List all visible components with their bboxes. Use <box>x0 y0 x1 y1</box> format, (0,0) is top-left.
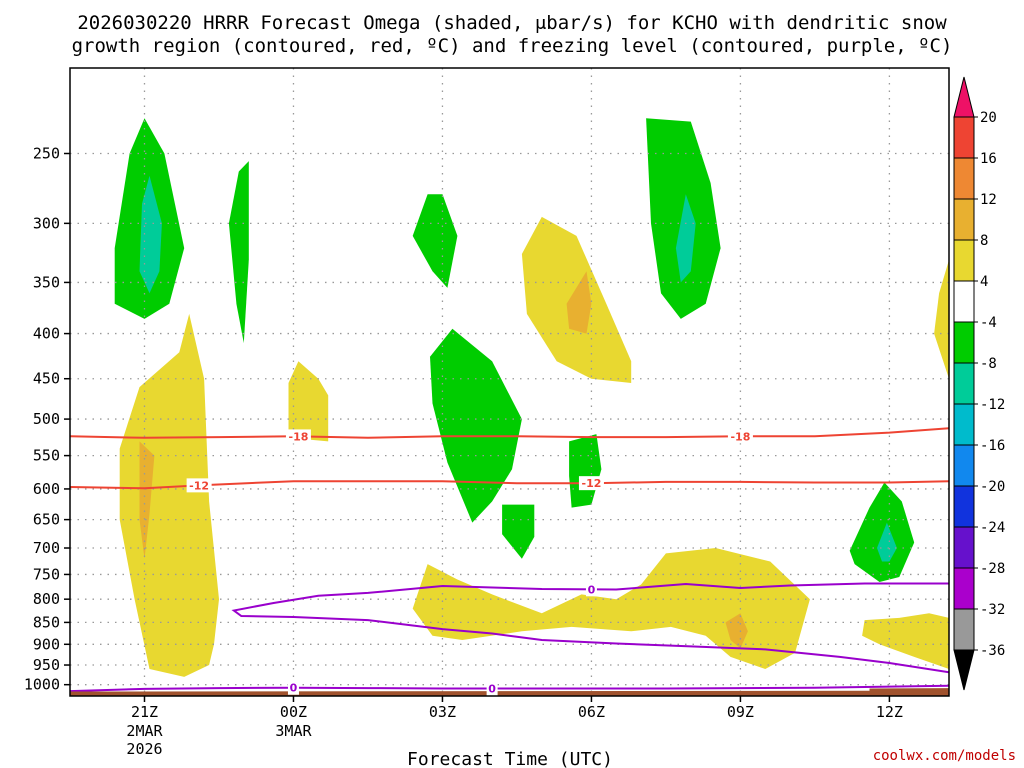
omega-region-yellow-11 <box>119 313 219 677</box>
colorbar-swatch <box>953 485 975 528</box>
y-tick-label: 1000 <box>24 676 60 694</box>
colorbar-swatch <box>953 280 975 323</box>
plot-frame <box>69 67 950 697</box>
colorbar-swatch <box>953 567 975 610</box>
contour-label: -12 <box>582 477 602 490</box>
x-axis-label: Forecast Time (UTC) <box>407 749 613 768</box>
omega-region-teal-5 <box>675 194 696 283</box>
colorbar-tick-label: -32 <box>980 602 1005 618</box>
y-tick-label: 700 <box>33 539 60 557</box>
y-tick-label: 250 <box>33 144 60 162</box>
contour-labels: -18 -18 -12 -12 0 0 0 <box>186 429 753 696</box>
omega-region-orange-15 <box>566 271 592 334</box>
credit-text: coolwx.com/models <box>873 748 1016 764</box>
colorbar: 20 16 12 8 4 -4 -8 -12 -16 -20 -24 -28 -32 -36 <box>953 76 1005 691</box>
colorbar-tick-label: -36 <box>980 643 1005 659</box>
colorbar-tick-label: 20 <box>980 110 997 126</box>
y-tick-label: 600 <box>33 480 60 498</box>
colorbar-tick-label: -20 <box>980 479 1005 495</box>
colorbar-swatch <box>953 157 975 200</box>
contour-label-bg <box>578 476 604 491</box>
omega-region-green-8 <box>502 504 535 559</box>
colorbar-min-arrow <box>953 649 975 691</box>
colorbar-tick-label: 4 <box>980 274 988 290</box>
omega-shading <box>114 118 949 677</box>
colorbar-swatch <box>953 362 975 405</box>
omega-region-green-6 <box>430 328 522 523</box>
colorbar-tick-label: -24 <box>980 520 1005 536</box>
contour--18 <box>70 427 949 439</box>
colorbar-max-arrow <box>953 76 975 118</box>
colorbar-swatch <box>953 526 975 569</box>
contour-label: 0 <box>488 682 496 695</box>
y-tick-label: 900 <box>33 635 60 653</box>
y-tick-label: 850 <box>33 613 60 631</box>
colorbar-swatch <box>953 198 975 241</box>
colorbar-swatch <box>953 608 975 651</box>
colorbar-tick-label: -16 <box>980 438 1005 454</box>
x-tick-label: 2026 <box>126 740 162 758</box>
y-tick-label: 650 <box>33 511 60 529</box>
colorbar-tick-label: -12 <box>980 397 1005 413</box>
x-tick-label: 00Z <box>280 703 307 721</box>
omega-region-green-7 <box>569 434 602 508</box>
y-tick-label: 550 <box>33 447 60 465</box>
colorbar-tick-label: 8 <box>980 233 988 249</box>
contour-label-bg <box>585 582 597 597</box>
contour-label: 0 <box>588 583 596 596</box>
colorbar-tick-label: -28 <box>980 561 1005 577</box>
contour-label-bg <box>486 681 498 696</box>
omega-region-green-9 <box>849 482 915 582</box>
contour-0-lower <box>70 684 949 693</box>
contour-label: 0 <box>290 682 298 695</box>
contour-label-bg <box>285 429 311 444</box>
y-tick-label: 800 <box>33 590 60 608</box>
chart-title-line-1: 2026030220 HRRR Forecast Omega (shaded, … <box>77 12 947 34</box>
colorbar-swatch <box>953 321 975 364</box>
colorbar-tick-label: 12 <box>980 192 997 208</box>
colorbar-swatch <box>953 116 975 159</box>
contour-label: -18 <box>289 430 309 443</box>
contour-0-upper <box>231 582 949 674</box>
omega-region-yellow-19 <box>862 613 949 669</box>
y-tick-label: 950 <box>33 656 60 674</box>
omega-region-yellow-13 <box>288 361 329 442</box>
x-tick-label: 12Z <box>876 703 903 721</box>
omega-region-orange-12 <box>139 441 155 559</box>
x-tick-label: 21Z <box>131 703 158 721</box>
colorbar-swatch <box>953 239 975 282</box>
colorbar-tick-label: 16 <box>980 151 997 167</box>
y-tick-label: 350 <box>33 273 60 291</box>
x-tick-label: 06Z <box>578 703 605 721</box>
omega-region-green-2 <box>228 161 249 343</box>
y-axis: 250 300 350 400 450 500 550 600 650 700 750 800 850 9… <box>24 144 70 694</box>
contour-label: -12 <box>189 479 209 492</box>
contour-label-bg <box>287 680 299 695</box>
x-tick-label: 09Z <box>727 703 754 721</box>
omega-region-yellow-16 <box>934 259 949 379</box>
contour-label: -18 <box>730 430 750 443</box>
y-tick-label: 400 <box>33 325 60 343</box>
y-tick-label: 450 <box>33 370 60 388</box>
y-tick-label: 300 <box>33 214 60 232</box>
x-tick-label: 3MAR <box>275 722 312 740</box>
y-tick-label: 750 <box>33 565 60 583</box>
contour-label-bg <box>186 478 212 493</box>
x-tick-label: 2MAR <box>126 722 163 740</box>
x-tick-label: 03Z <box>429 703 456 721</box>
contour-label-bg <box>727 429 753 444</box>
y-tick-label: 500 <box>33 410 60 428</box>
colorbar-swatch <box>953 444 975 487</box>
colorbar-swatch <box>953 403 975 446</box>
omega-region-yellow-17 <box>412 548 810 669</box>
colorbar-tick-label: -4 <box>980 315 997 331</box>
omega-region-green-3 <box>412 194 458 288</box>
colorbar-tick-label: -8 <box>980 356 997 372</box>
chart-title-line-2: growth region (contoured, red, ºC) and f… <box>72 35 953 57</box>
omega-region-teal-10 <box>877 522 897 562</box>
